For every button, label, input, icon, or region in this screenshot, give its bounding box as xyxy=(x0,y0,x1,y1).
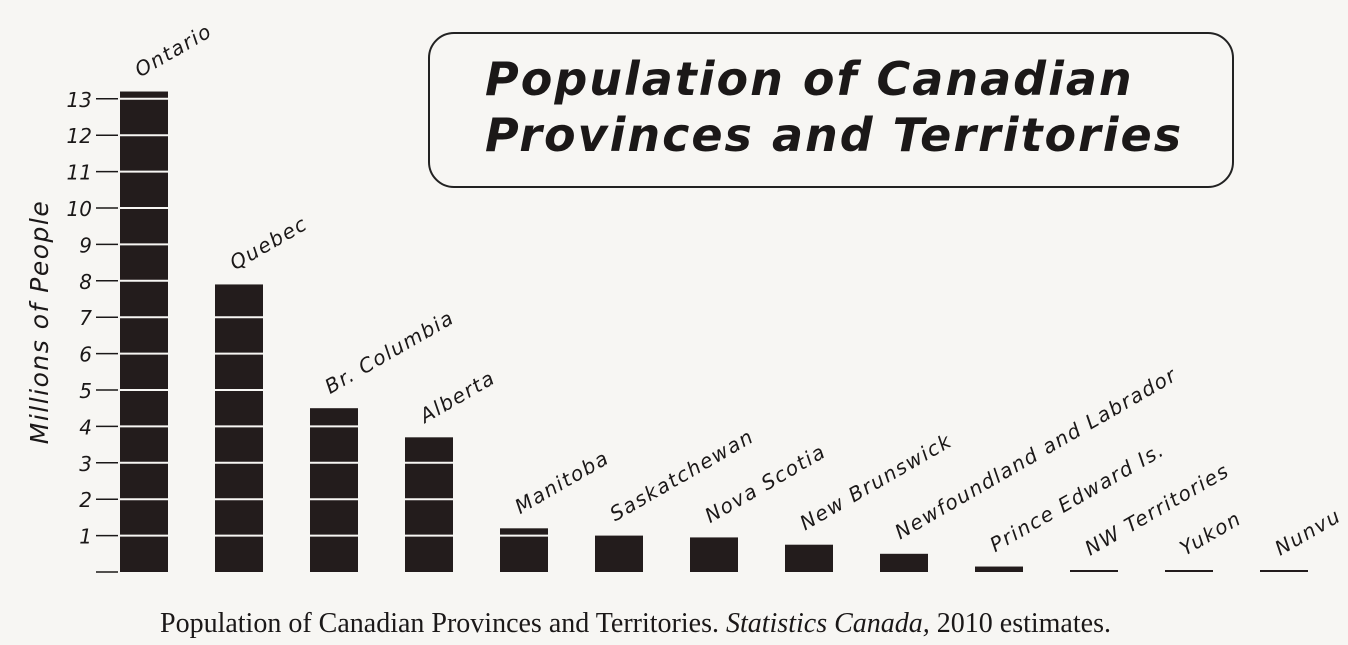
bar xyxy=(1165,570,1213,572)
bar xyxy=(310,408,358,572)
y-tick-label: 1 xyxy=(79,525,92,549)
bar xyxy=(690,537,738,572)
y-axis-label-group: Millions of People xyxy=(25,200,54,444)
bar-quebec xyxy=(215,284,263,572)
bar-nw-territories xyxy=(1070,570,1118,572)
bar xyxy=(785,544,833,572)
bar xyxy=(1260,570,1308,572)
bar xyxy=(595,535,643,572)
y-tick-label: 7 xyxy=(79,306,92,330)
bar xyxy=(405,437,453,572)
y-axis-label: Millions of People xyxy=(25,200,54,444)
bar-new-brunswick xyxy=(785,544,833,572)
source-date: 2010 estimates. xyxy=(929,608,1111,639)
bar-nunvu xyxy=(1260,570,1308,572)
bar-manitoba xyxy=(500,528,548,572)
y-tick-label: 9 xyxy=(79,233,92,257)
bar xyxy=(975,566,1023,572)
y-tick-label: 13 xyxy=(67,88,92,112)
category-label: Br. Columbia xyxy=(321,305,459,398)
y-tick-label: 2 xyxy=(79,488,92,512)
bar-newfoundland-and-labrador xyxy=(880,553,928,572)
bar-prince-edward-is- xyxy=(975,566,1023,572)
category-label: Manitoba xyxy=(511,445,614,518)
bar-yukon xyxy=(1165,570,1213,572)
source-text: Population of Canadian Provinces and Ter… xyxy=(160,608,726,639)
y-tick-label: 4 xyxy=(79,415,92,439)
y-tick-label: 6 xyxy=(79,343,92,367)
bar-nova-scotia xyxy=(690,537,738,572)
bar xyxy=(1070,570,1118,572)
y-tick-label: 5 xyxy=(79,379,92,403)
bar xyxy=(880,553,928,572)
bar xyxy=(215,284,263,572)
bar-ontario xyxy=(120,91,168,573)
y-tick-label: 10 xyxy=(67,197,92,221)
y-tick-label: 3 xyxy=(79,452,92,476)
bar-br-columbia xyxy=(310,408,358,572)
category-label: Yukon xyxy=(1176,506,1246,560)
y-tick-label: 12 xyxy=(67,124,92,148)
chart-title-box: Population of Canadian Provinces and Ter… xyxy=(428,32,1234,188)
source-publication: Statistics Canada, xyxy=(725,608,930,639)
y-tick-label: 8 xyxy=(79,270,92,294)
chart-title-line-1: Population of Canadian xyxy=(485,52,1134,106)
source-citation: Population of Canadian Provinces and Ter… xyxy=(160,608,1340,640)
bar-saskatchewan xyxy=(595,535,643,572)
chart-title-line-2: Provinces and Territories xyxy=(485,108,1184,162)
category-label: Alberta xyxy=(414,365,500,428)
category-label: Nunvu xyxy=(1271,503,1346,560)
y-tick-label: 11 xyxy=(67,161,92,185)
category-label: Ontario xyxy=(131,19,217,82)
bars xyxy=(120,91,1308,573)
category-label: Quebec xyxy=(226,211,312,275)
bar-alberta xyxy=(405,437,453,572)
